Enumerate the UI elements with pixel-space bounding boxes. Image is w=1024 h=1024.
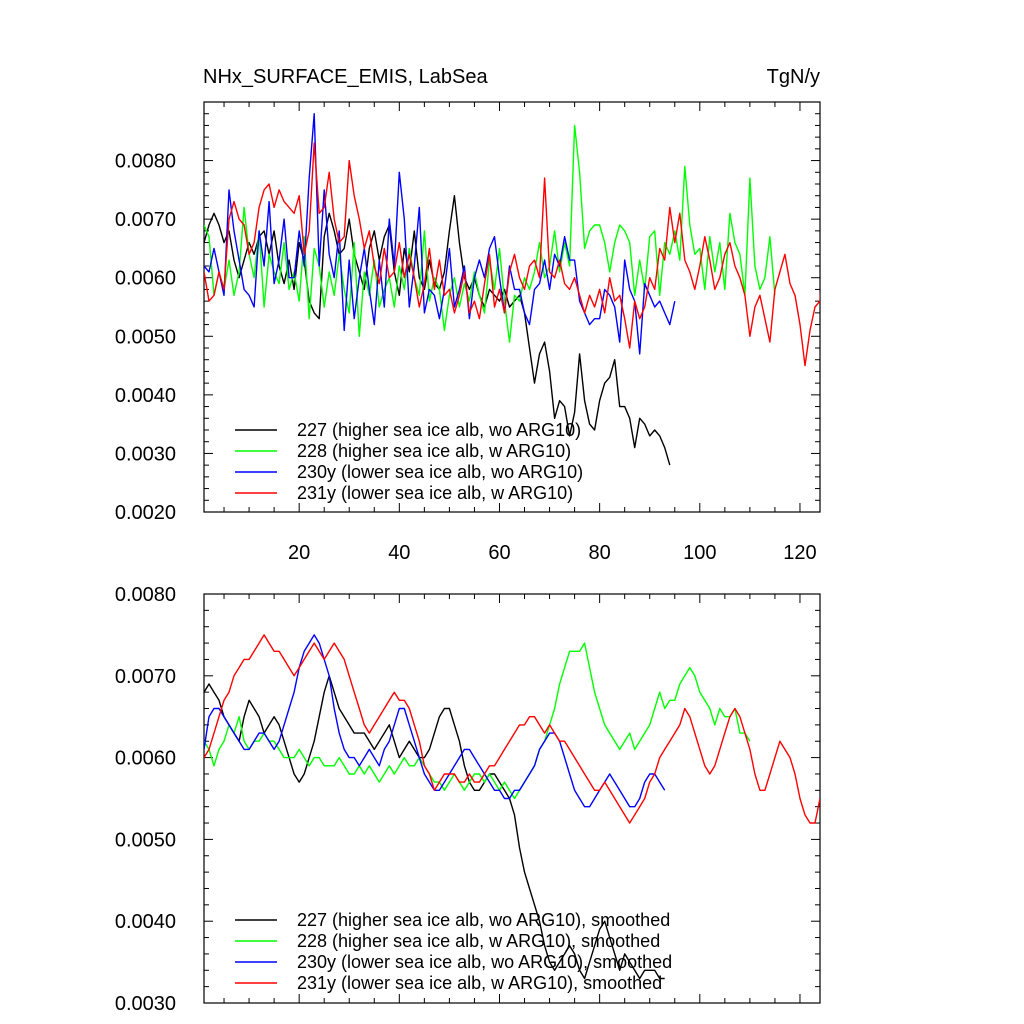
- y-tick-label: 0.0080: [115, 151, 176, 173]
- x-tick-label: 60: [488, 542, 510, 564]
- legend-label-3: 231y (lower sea ice alb, w ARG10): [297, 483, 573, 503]
- series-line-0: [204, 675, 665, 980]
- x-tick-label: 20: [288, 542, 310, 564]
- y-tick-label: 0.0030: [115, 443, 176, 465]
- y-tick-label: 0.0050: [115, 326, 176, 348]
- x-tick-label: 100: [683, 542, 716, 564]
- y-tick-label: 0.0060: [115, 268, 176, 290]
- x-tick-label: 40: [388, 542, 410, 564]
- y-tick-label: 0.0040: [115, 385, 176, 407]
- y-tick-label: 0.0030: [115, 993, 176, 1015]
- legend-label-0: 227 (higher sea ice alb, wo ARG10): [297, 420, 581, 440]
- bottom-panel: 0.0030 0.0040 0.0050 0.0060 0.0070 0.0080 227 …: [115, 584, 821, 1015]
- y-tick-label: 0.0050: [115, 829, 176, 851]
- series-line-0: [204, 194, 671, 466]
- legend-label-2: 230y (lower sea ice alb, wo ARG10), smoo…: [297, 952, 672, 972]
- top-panel: 20 40 60 80 100 120 0.0020 0.0030 0.0040 0.0050 0.…: [115, 101, 821, 564]
- chart-title-right: TgN/y: [767, 66, 820, 88]
- legend-label-0: 227 (higher sea ice alb, wo ARG10), smoo…: [297, 910, 670, 930]
- series-line-3: [204, 142, 820, 367]
- y-tick-label: 0.0020: [115, 502, 176, 524]
- y-tick-label: 0.0060: [115, 748, 176, 770]
- legend-label-1: 228 (higher sea ice alb, w ARG10): [297, 441, 571, 461]
- legend-label-2: 230y (lower sea ice alb, wo ARG10): [297, 462, 583, 482]
- y-tick-label: 0.0070: [115, 666, 176, 688]
- series-line-1: [204, 642, 751, 800]
- series-line-2: [204, 112, 676, 355]
- x-tick-label: 120: [783, 542, 816, 564]
- chart-title-left: NHx_SURFACE_EMIS, LabSea: [203, 66, 488, 88]
- y-tick-label: 0.0070: [115, 209, 176, 231]
- legend-label-1: 228 (higher sea ice alb, w ARG10), smoot…: [297, 931, 660, 951]
- x-tick-label: 80: [589, 542, 611, 564]
- legend-label-3: 231y (lower sea ice alb, w ARG10), smoot…: [297, 973, 662, 993]
- y-tick-label: 0.0040: [115, 911, 176, 933]
- series-line-3: [204, 634, 820, 824]
- plot-frame: [203, 101, 821, 513]
- y-tick-label: 0.0080: [115, 584, 176, 606]
- series-line-1: [204, 124, 776, 343]
